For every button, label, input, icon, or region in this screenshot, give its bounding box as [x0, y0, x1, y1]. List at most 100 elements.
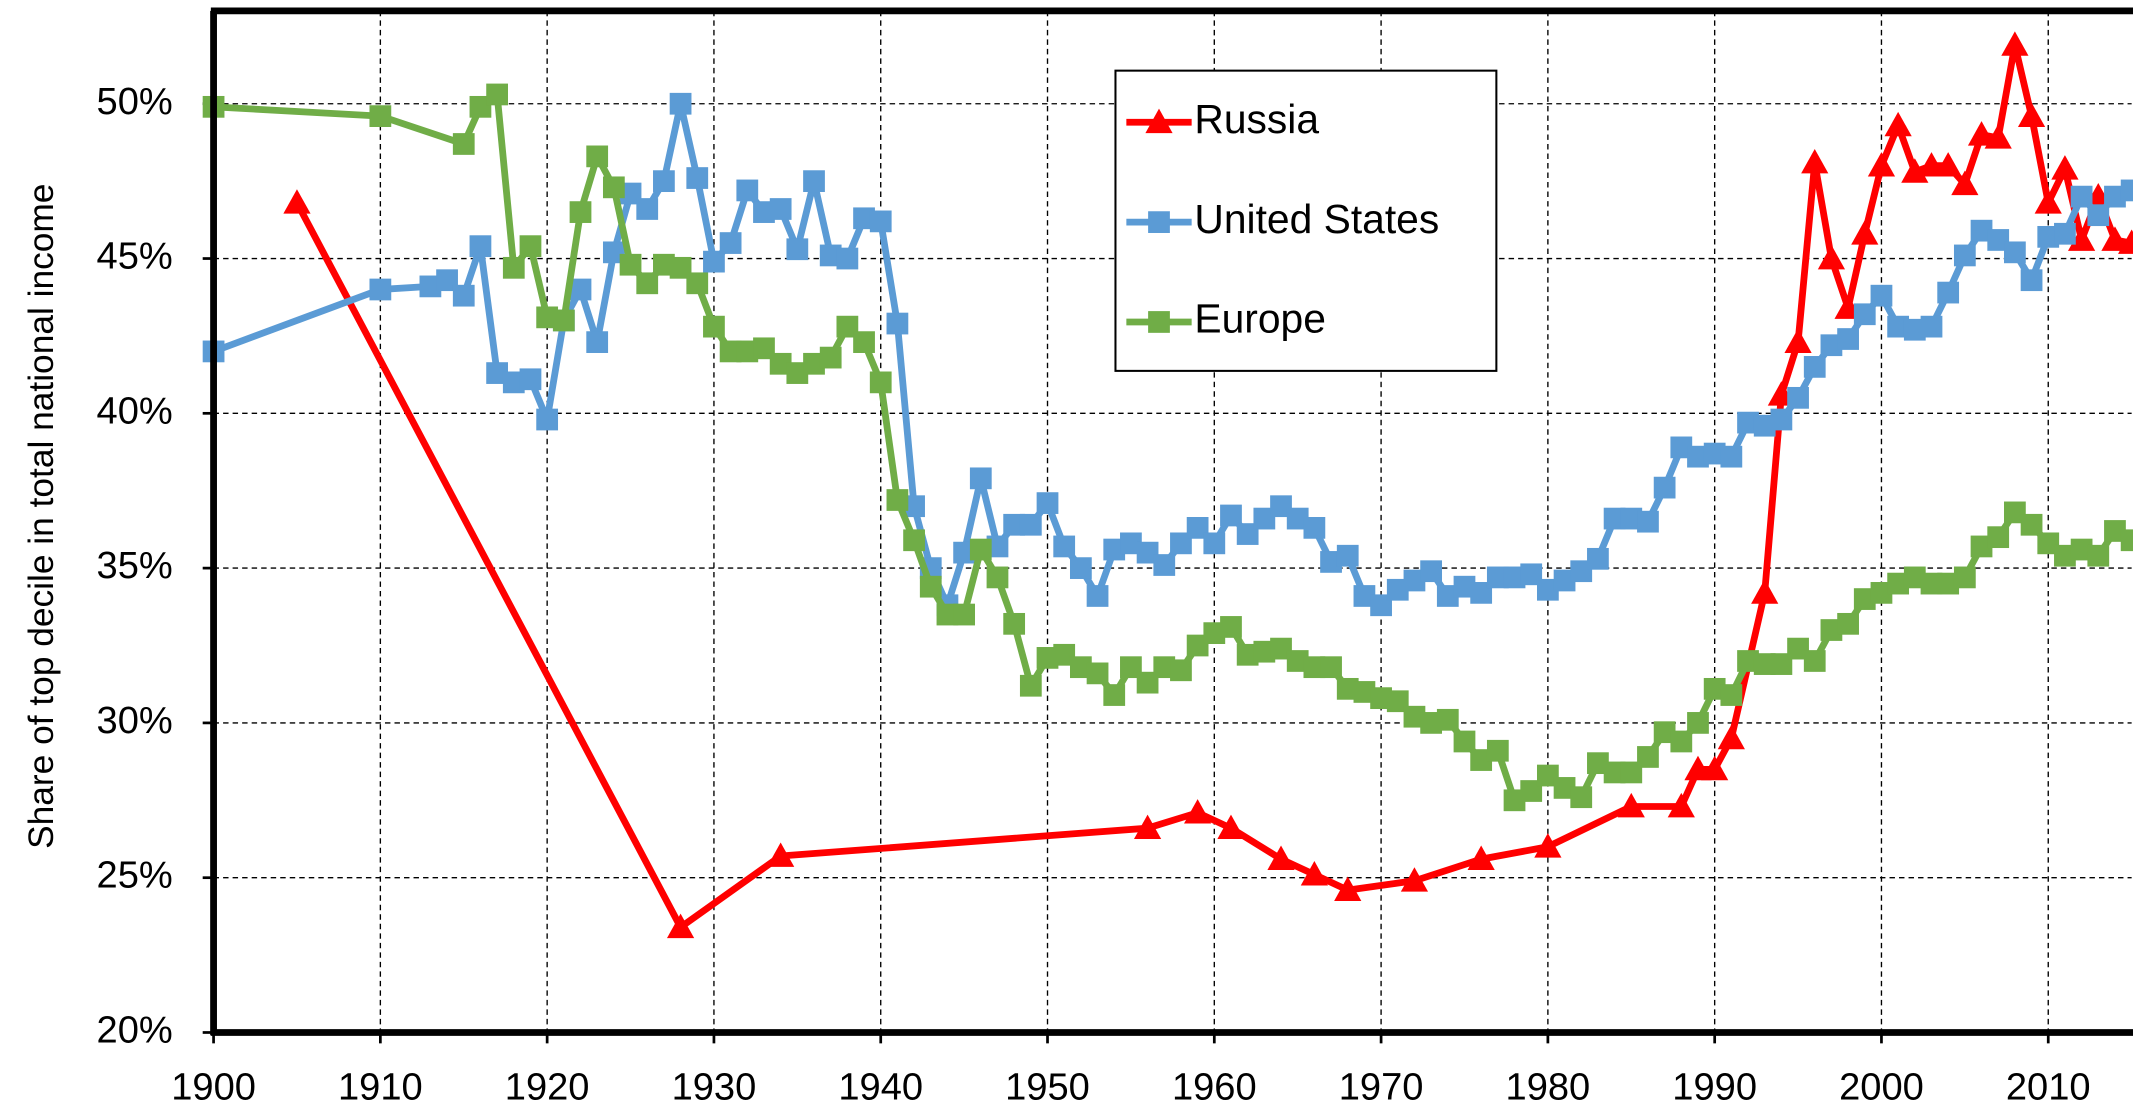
data-point: [769, 352, 792, 375]
legend-label: Europe: [1194, 296, 1326, 342]
data-point: [1436, 708, 1459, 731]
data-point: [1420, 712, 1443, 734]
data-point: [1220, 616, 1242, 638]
data-point: [2051, 155, 2079, 180]
data-point: [636, 272, 659, 295]
data-point: [2037, 225, 2060, 248]
data-point: [1486, 566, 1509, 589]
legend-marker: [1145, 108, 1173, 134]
data-point: [1637, 746, 1659, 768]
data-point: [1784, 328, 1812, 353]
data-point: [1953, 244, 1976, 267]
data-point: [1286, 650, 1309, 672]
data-point: [1370, 594, 1392, 617]
y-tick-label: 50%: [97, 81, 173, 123]
data-point: [1217, 814, 1245, 840]
data-point: [2087, 204, 2110, 227]
data-point: [586, 145, 609, 168]
data-point: [1303, 656, 1326, 679]
data-point: [1453, 730, 1476, 753]
data-point: [1270, 637, 1292, 660]
data-point: [1120, 656, 1142, 679]
data-point: [1453, 575, 1476, 598]
data-point: [2054, 222, 2076, 245]
data-point: [1737, 650, 1759, 672]
data-point: [1536, 764, 1559, 787]
data-point: [1770, 653, 1793, 675]
data-point: [669, 92, 692, 115]
data-point: [719, 232, 742, 254]
data-point: [1803, 356, 1826, 378]
data-point: [2070, 185, 2093, 208]
data-point: [986, 535, 1009, 558]
data-point: [803, 352, 825, 375]
data-point: [1053, 643, 1076, 666]
data-point: [1536, 578, 1559, 601]
data-point: [1837, 328, 1859, 350]
data-point: [1687, 445, 1709, 468]
data-point: [819, 346, 842, 369]
data-point: [1370, 687, 1392, 710]
data-point: [803, 170, 825, 193]
legend-label: Russia: [1194, 96, 1319, 142]
data-point: [1253, 507, 1276, 530]
data-point: [283, 189, 311, 214]
data-point: [2087, 544, 2110, 567]
data-point: [1653, 476, 1676, 499]
series-line: [293, 41, 2133, 931]
data-point: [1753, 414, 1776, 437]
x-tick-label: 1970: [1339, 1067, 1424, 1109]
x-tick-label: 1990: [1672, 1067, 1757, 1109]
data-point: [1153, 656, 1176, 679]
data-point: [1653, 721, 1676, 744]
data-point: [2034, 189, 2062, 214]
data-point: [719, 340, 742, 363]
data-point: [1720, 684, 1743, 706]
data-point: [1053, 535, 1076, 558]
data-point: [1987, 526, 2010, 549]
data-point: [886, 489, 909, 511]
data-point: [1820, 334, 1843, 357]
data-point: [1320, 656, 1342, 679]
data-point: [1703, 442, 1726, 465]
data-point: [1203, 532, 1226, 555]
y-tick-label: 20%: [97, 1010, 173, 1052]
data-point: [1486, 739, 1509, 762]
data-point: [1617, 792, 1645, 818]
data-point: [1637, 510, 1659, 533]
data-point: [1236, 523, 1259, 545]
data-point: [1019, 513, 1042, 536]
data-point: [1967, 121, 1996, 146]
data-point: [1220, 504, 1242, 527]
data-point: [753, 337, 775, 360]
data-point: [886, 312, 909, 335]
data-point: [953, 541, 976, 564]
data-point: [1970, 535, 1993, 558]
data-point: [703, 250, 725, 273]
data-point: [586, 331, 609, 353]
data-point: [619, 253, 642, 276]
data-point: [1937, 572, 1960, 595]
data-point: [1136, 541, 1159, 564]
data-point: [736, 340, 759, 363]
data-point: [1870, 284, 1893, 307]
data-point: [2001, 31, 2029, 56]
data-point: [1620, 761, 1643, 784]
data-point: [1503, 789, 1526, 812]
data-point: [936, 603, 959, 626]
data-point: [1184, 799, 1212, 824]
data-point: [1303, 517, 1326, 539]
data-point: [853, 331, 875, 353]
x-tick-label: 1920: [505, 1067, 590, 1109]
data-point: [486, 362, 508, 384]
data-point: [767, 842, 795, 867]
data-point: [1751, 579, 1779, 604]
data-point: [469, 95, 492, 118]
data-point: [1353, 585, 1376, 607]
data-point: [1817, 244, 1846, 270]
data-point: [2017, 102, 2046, 127]
data-point: [1170, 532, 1192, 555]
data-point: [666, 913, 695, 939]
x-tick-label: 2010: [2006, 1067, 2091, 1109]
data-point: [703, 315, 725, 338]
